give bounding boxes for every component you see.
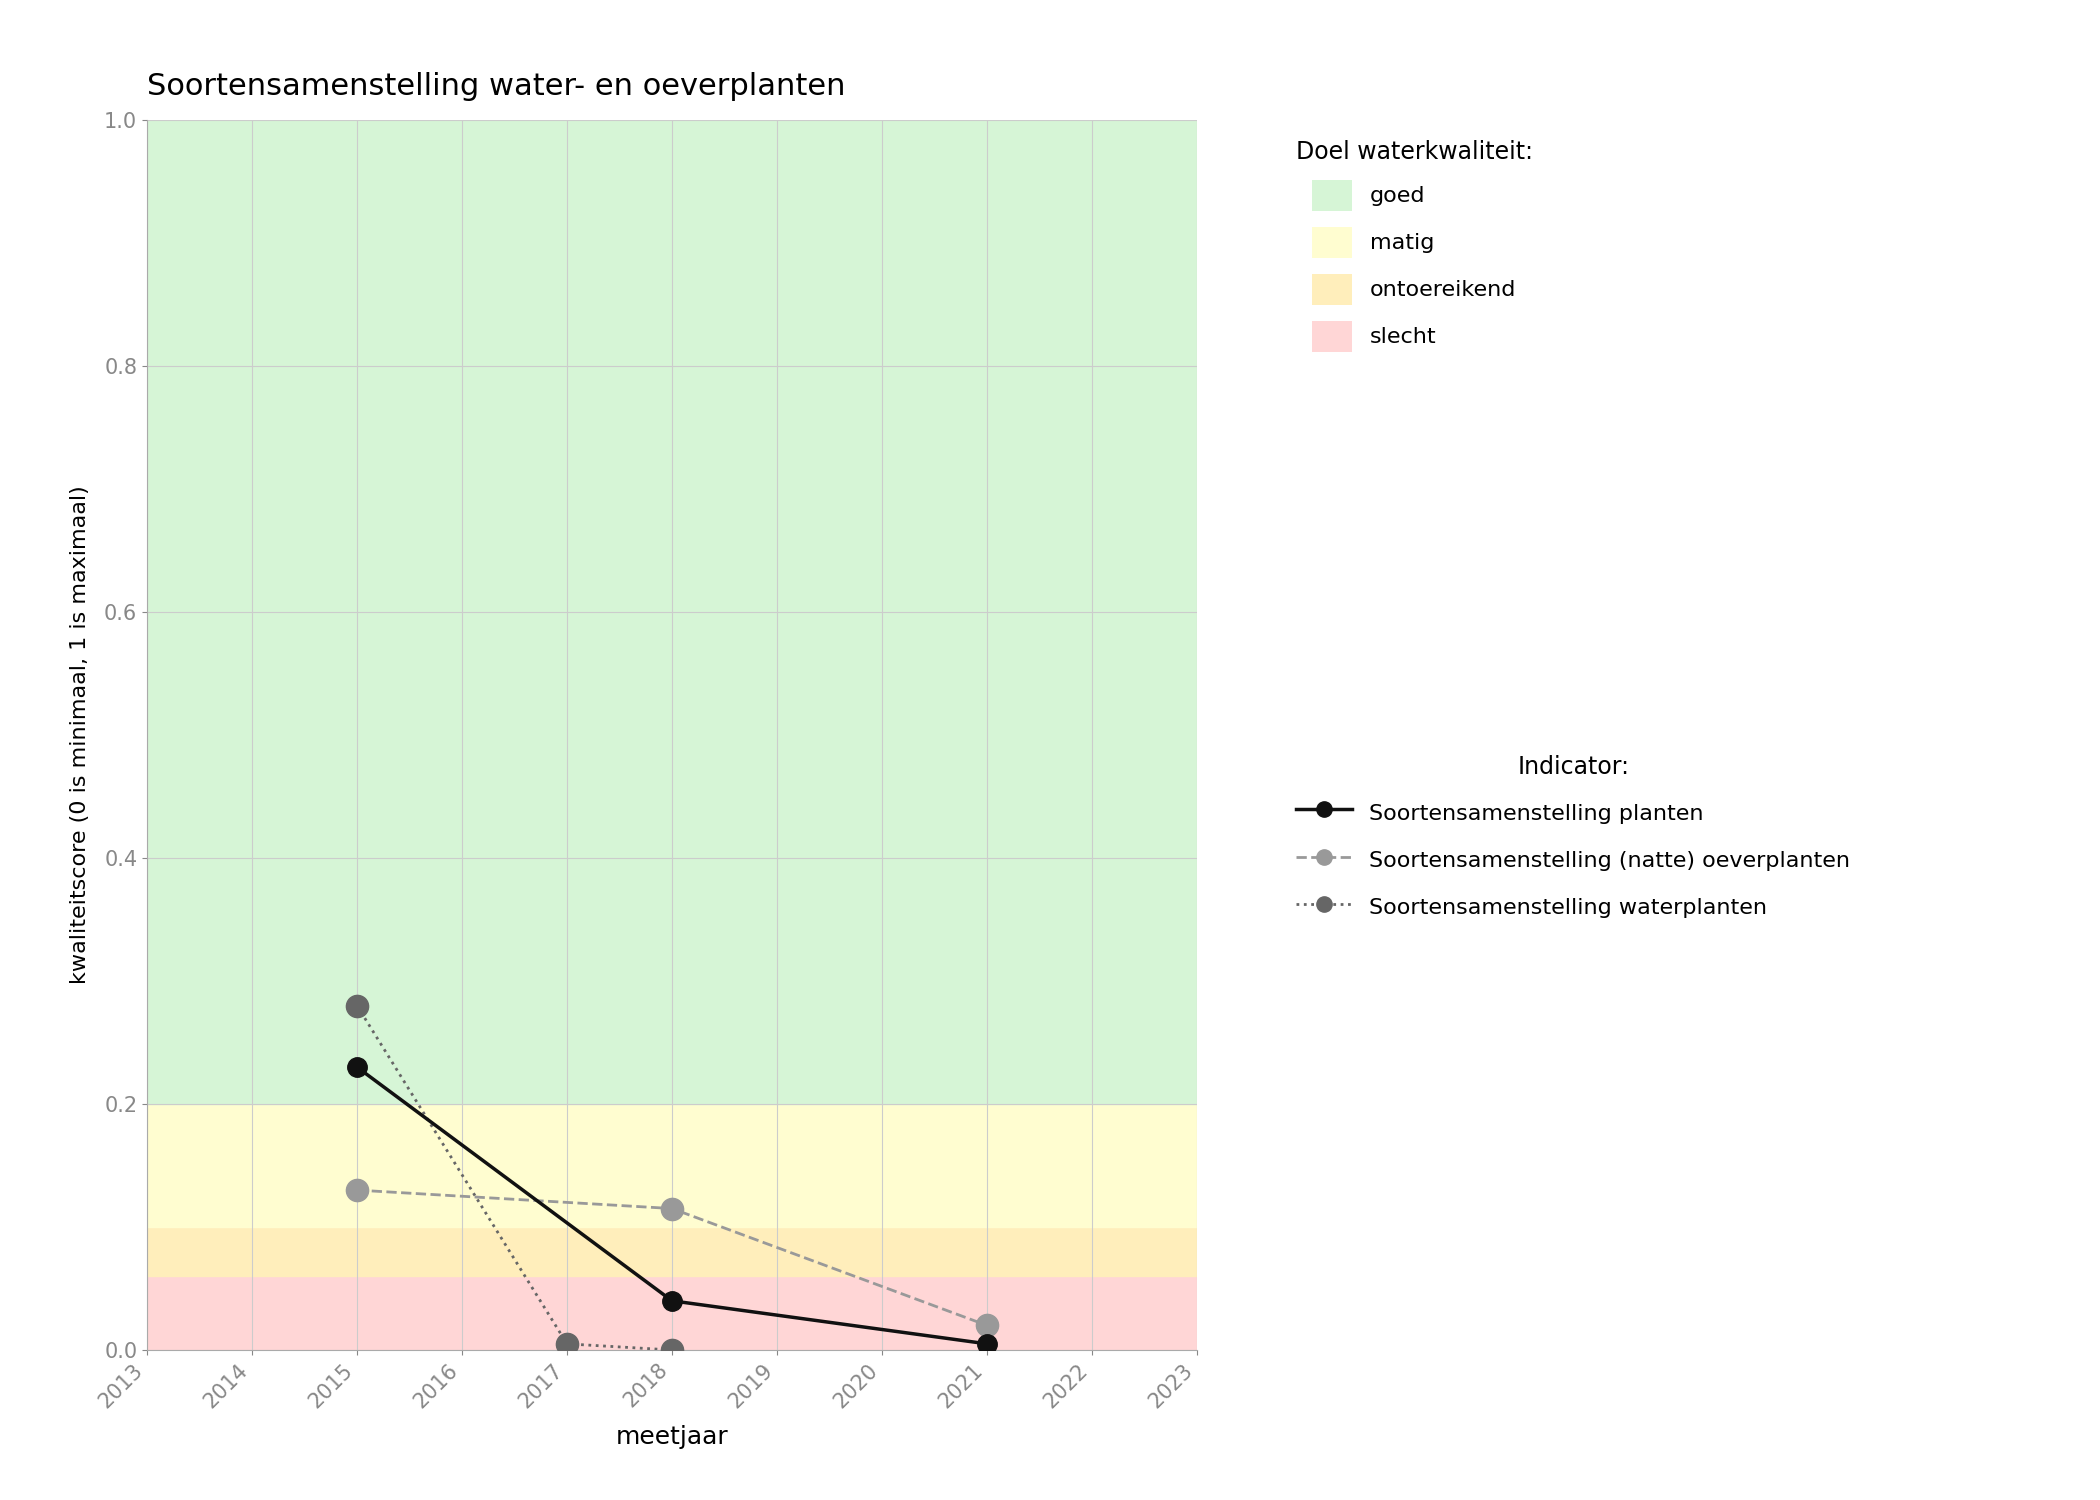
- Bar: [147, 1276, 1197, 1350]
- Bar: [147, 1104, 1197, 1227]
- X-axis label: meetjaar: meetjaar: [615, 1425, 729, 1449]
- Bar: [147, 120, 1197, 1104]
- Legend: Soortensamenstelling planten, Soortensamenstelling (natte) oeverplanten, Soorten: Soortensamenstelling planten, Soortensam…: [1287, 746, 1858, 928]
- Bar: [147, 1227, 1197, 1276]
- Y-axis label: kwaliteitscore (0 is minimaal, 1 is maximaal): kwaliteitscore (0 is minimaal, 1 is maxi…: [69, 486, 90, 984]
- Text: Soortensamenstelling water- en oeverplanten: Soortensamenstelling water- en oeverplan…: [147, 72, 846, 100]
